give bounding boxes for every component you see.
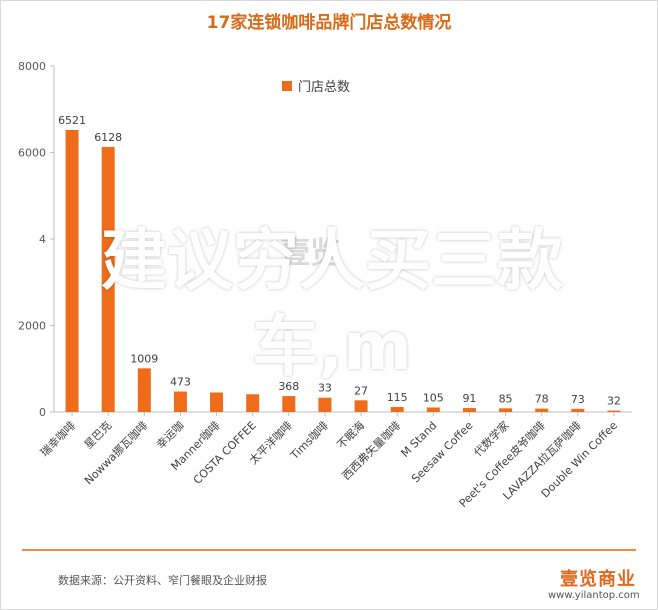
bar-value-label: 78 <box>535 393 549 406</box>
bar-value-label: 6521 <box>58 114 86 127</box>
bar <box>535 408 549 412</box>
bar <box>282 396 296 412</box>
bar <box>390 407 404 412</box>
bar <box>354 400 368 412</box>
bar <box>137 368 151 412</box>
bar-value-label: 91 <box>462 392 476 405</box>
x-tick-label: 幸运咖 <box>153 418 186 451</box>
bar-value-label: 473 <box>170 376 191 389</box>
legend-label: 门店总数 <box>298 80 350 95</box>
bar <box>101 146 115 413</box>
overlay-caption: 建议穷人买三款 车,m <box>22 218 642 390</box>
bar <box>246 394 260 412</box>
footer-divider <box>22 549 636 551</box>
overlay-line-1: 建议穷人买三款 <box>101 222 563 299</box>
x-tick-label: 瑞幸咖啡 <box>37 418 78 459</box>
bar-value-label: 73 <box>571 393 585 406</box>
overlay-line-2: 车,m <box>252 308 412 385</box>
data-source-note: 数据来源：公开资料、窄门餐眼及企业财报 <box>58 574 267 587</box>
bar <box>173 391 187 412</box>
bar <box>499 408 513 412</box>
y-tick-label: 4 <box>39 233 46 246</box>
y-tick-label: 8000 <box>18 60 46 73</box>
bar <box>426 407 440 412</box>
watermark-text: 壹览 <box>280 236 340 271</box>
y-tick-label: 6000 <box>18 147 46 160</box>
x-tick-label: Nowwa挪瓦咖啡 <box>81 418 150 487</box>
bar <box>65 129 79 413</box>
y-tick-label: 2000 <box>18 320 46 333</box>
chart-title: 17家连锁咖啡品牌门店总数情况 <box>206 13 452 33</box>
bar <box>318 397 332 412</box>
bar-value-label: 6128 <box>94 131 122 144</box>
bar <box>607 410 621 412</box>
bar-value-label: 115 <box>387 391 408 404</box>
bar-value-label: 32 <box>607 395 621 408</box>
bar <box>571 408 585 412</box>
bar-value-label: 368 <box>278 380 299 393</box>
bar-value-label: 85 <box>499 392 513 405</box>
brand-url: www.yilantop.com <box>548 590 640 601</box>
x-tick-label: Tims咖啡 <box>287 418 331 462</box>
bar <box>462 408 476 412</box>
bar-value-label: 33 <box>318 382 332 395</box>
bar-value-label: 105 <box>423 391 444 404</box>
legend-swatch <box>282 81 292 91</box>
bar <box>210 392 224 412</box>
bar-value-label: 1009 <box>130 352 158 365</box>
bar-value-label: 27 <box>354 384 368 397</box>
x-tick-label: 星巴克 <box>82 419 115 452</box>
x-tick-label: COSTA COFFEE <box>191 419 259 487</box>
x-tick-label: 不眠海 <box>334 418 367 451</box>
y-tick-label: 0 <box>39 406 46 419</box>
brand-logo: 壹览商业 <box>560 569 636 590</box>
